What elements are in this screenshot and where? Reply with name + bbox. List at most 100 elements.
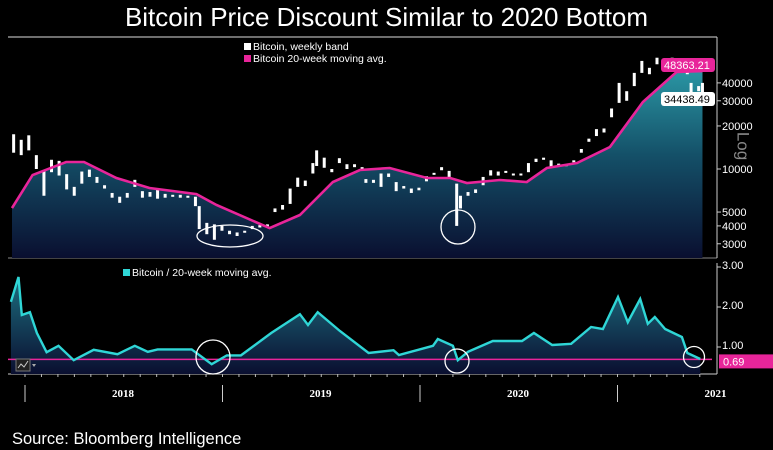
price-band-bar [288, 188, 292, 204]
price-band-bar [322, 157, 326, 168]
price-band-bar [212, 224, 216, 240]
price-band-bar [273, 208, 277, 213]
price-band-bar [496, 171, 500, 176]
price-band-bar [315, 150, 319, 166]
y-tick-label: 3.00 [722, 260, 743, 272]
price-band-bar [489, 170, 493, 176]
y-tick-label: 20000 [722, 121, 753, 133]
price-band-bar [387, 173, 391, 177]
price-band-bar [57, 160, 61, 176]
price-band-bar [34, 155, 38, 169]
x-tick-label: 2021 [705, 388, 727, 400]
price-band-bar [27, 135, 31, 151]
price-band-bar [587, 138, 591, 142]
x-axis-labels: 2018 2019 2020 2021 [24, 374, 727, 402]
price-band-bar [156, 188, 160, 199]
legend-swatch-band [244, 43, 251, 50]
chart-type-button[interactable] [15, 358, 36, 372]
price-band-bar [458, 195, 462, 209]
top-legend: Bitcoin, weekly band Bitcoin 20-week mov… [239, 40, 387, 68]
ratio-panel: 1.00 2.00 3.00 0.69 Bitcoin / 20-week movi… [8, 260, 773, 402]
price-band-bar [186, 195, 190, 198]
price-band-bar [474, 189, 478, 193]
price-band-bar [617, 82, 621, 103]
price-band-bar [178, 194, 182, 198]
price-last-value-label: 34438.49 [661, 92, 715, 106]
bottom-legend: Bitcoin / 20-week moving avg. [119, 263, 295, 283]
legend-ma: Bitcoin 20-week moving avg. [253, 53, 387, 65]
ma-last-value-label: 48363.21 [661, 58, 715, 72]
chart-title: Bitcoin Price Discount Similar to 2020 B… [124, 2, 649, 32]
price-band-bar [409, 188, 413, 193]
price-band-bar [258, 225, 262, 228]
x-tick-label: 2020 [507, 388, 530, 400]
source-note: Source: Bloomberg Intelligence [12, 430, 242, 448]
price-bands [12, 57, 704, 240]
price-band-bar [534, 158, 538, 162]
price-band-bar [364, 179, 368, 183]
price-band-bar [625, 91, 629, 101]
price-band-bar [110, 192, 114, 198]
price-band-bar [311, 163, 315, 174]
price-band-bar [511, 173, 515, 176]
price-band-bar [602, 128, 606, 133]
price-band-bar [95, 176, 99, 183]
log-axis-label: Log [734, 132, 753, 160]
y-tick-label: 2.00 [722, 300, 743, 312]
price-band-bar [265, 224, 269, 227]
annotation-circle-2018-bottom [196, 224, 264, 248]
price-band-bar [12, 134, 16, 153]
svg-text:0.69: 0.69 [723, 356, 744, 368]
y-tick-label: 40000 [722, 78, 753, 90]
price-band-bar [337, 158, 341, 164]
legend-swatch-ratio [123, 269, 130, 276]
price-band-bar [549, 160, 553, 168]
svg-text:48363.21: 48363.21 [664, 60, 710, 72]
annotation-circle-2021-ratio [682, 345, 706, 369]
price-band-bar [610, 108, 614, 118]
ratio-line [9, 276, 701, 366]
x-tick-label: 2018 [112, 388, 135, 400]
x-tick-label: 2019 [310, 388, 333, 400]
price-band-bar [432, 172, 436, 175]
price-band-bar [140, 191, 144, 198]
price-band-bar [379, 173, 383, 187]
price-band-bar [466, 192, 470, 196]
dropdown-arrow-icon [32, 364, 36, 367]
price-band-bar [417, 187, 421, 191]
price-band-bar [281, 205, 285, 210]
price-band-bar [519, 173, 523, 176]
price-band-bar [572, 160, 576, 163]
moving-avg-area [12, 71, 703, 258]
price-band-bar [103, 185, 107, 189]
price-band-bar [526, 163, 530, 173]
price-band-bar [371, 179, 375, 183]
legend-swatch-ma [244, 55, 251, 62]
annotation-circle-2018-ratio [195, 339, 231, 375]
svg-text:34438.49: 34438.49 [664, 94, 710, 106]
price-band-bar [440, 167, 444, 171]
price-band-bar [72, 186, 76, 196]
ratio-y-ticks: 1.00 2.00 3.00 [717, 260, 743, 352]
price-band-bar [65, 174, 69, 190]
price-band-bar [353, 164, 357, 168]
price-band-bar [50, 159, 54, 173]
price-band-bar [235, 232, 239, 236]
price-band-bar [193, 196, 197, 207]
price-band-bar [80, 171, 84, 184]
annotation-circle-2020-ratio [444, 348, 470, 374]
line-chart-icon [17, 360, 29, 369]
price-band-bar [447, 170, 451, 179]
price-band-bar [455, 183, 459, 226]
price-band-bar [330, 169, 334, 173]
price-band-bar [542, 157, 546, 160]
price-band-bar [148, 192, 152, 197]
price-band-bar [303, 180, 307, 187]
price-band-bar [171, 194, 175, 197]
price-band-bar [163, 193, 167, 198]
price-band-bar [228, 230, 232, 235]
price-band-bar [345, 164, 349, 169]
price-band-bar [700, 82, 704, 93]
price-band-bar [296, 177, 300, 187]
